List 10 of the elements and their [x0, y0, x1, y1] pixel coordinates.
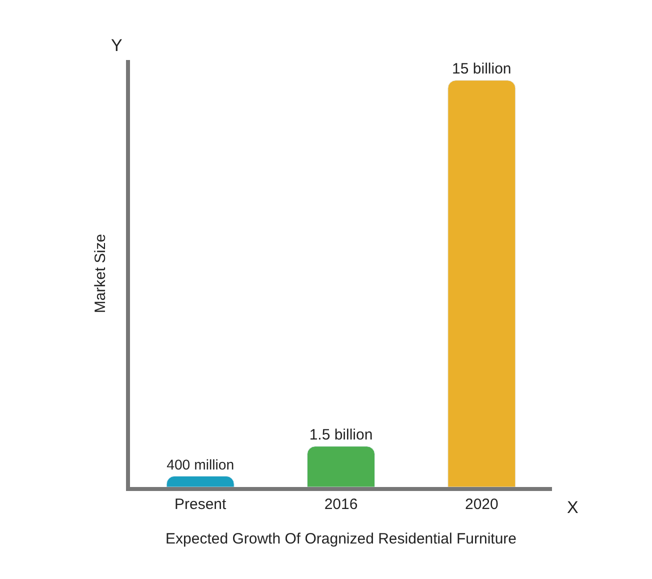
text: Y — [111, 36, 122, 55]
x-axis-title: Expected Growth Of Oragnized Residential Furniture — [166, 530, 516, 548]
data-label: 15 billion — [452, 60, 512, 78]
text: X — [567, 498, 578, 517]
x-tick-label: 2020 — [464, 496, 498, 513]
data-label: 1.5 billion — [309, 426, 373, 444]
y-axis-title: Market Size — [92, 234, 109, 314]
x-tick-label: Present — [174, 496, 228, 513]
x-tick-label: 2016 — [324, 496, 358, 513]
data-label: 400 million — [166, 456, 234, 472]
